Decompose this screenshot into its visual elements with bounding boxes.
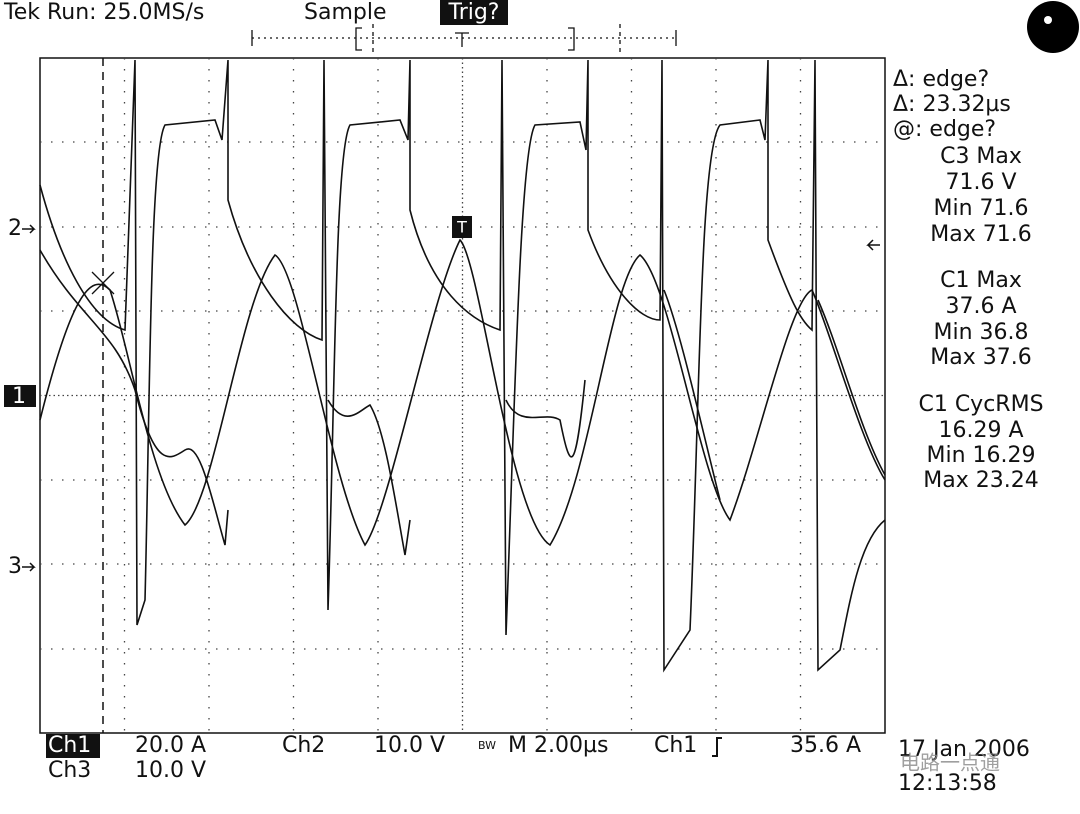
trigger-status: Trig?	[447, 0, 499, 25]
ch3-trace	[39, 249, 886, 556]
readout-line: Max 37.6	[930, 345, 1031, 370]
readout-line: Min 36.8	[933, 320, 1028, 345]
slope-icon	[712, 737, 722, 757]
readout-line: 37.6 A	[945, 294, 1016, 319]
ch2-arrow	[22, 224, 36, 234]
ch3-marker: 3	[8, 554, 22, 579]
ch1-scale: 20.0 A	[135, 733, 206, 758]
readout-line: Δ: 23.32µs	[893, 92, 1011, 117]
ch1-label-box	[46, 734, 100, 758]
ch1-marker: 1	[12, 384, 26, 409]
run-status: Tek Run: 25.0MS/s	[3, 0, 204, 25]
ch1-marker-box	[4, 385, 36, 407]
trigger-marker-box	[452, 216, 472, 238]
readout-line: 71.6 V	[945, 170, 1016, 195]
readout-line: C3 Max	[940, 144, 1022, 169]
ch3-label: Ch3	[48, 758, 91, 783]
readout-line: C1 Max	[940, 268, 1022, 293]
time: 12:13:58	[898, 771, 997, 796]
readout-line: Min 71.6	[933, 196, 1028, 221]
ch2-label: Ch2	[282, 733, 325, 758]
ch2-trace	[39, 238, 886, 547]
level-arrow	[866, 239, 880, 251]
readout-line: Δ: edge?	[893, 67, 989, 92]
ch1-label: Ch1	[48, 733, 91, 758]
trigger-badge	[440, 0, 508, 25]
date: 17 Jan 2006	[898, 737, 1030, 762]
status-icon	[1027, 1, 1079, 53]
ch2-scale: 10.0 V	[374, 733, 445, 758]
readout-line: C1 CycRMS	[918, 392, 1043, 417]
cursor-cross	[91, 271, 115, 295]
trig-level: 35.6 A	[790, 733, 861, 758]
readout-line: @: edge?	[893, 117, 996, 142]
ch1-trace	[39, 59, 886, 673]
timebase: M 2.00µs	[508, 733, 608, 758]
trig-source: Ch1	[654, 733, 697, 758]
graticule	[40, 58, 885, 733]
ch2-marker: 2	[8, 216, 22, 241]
bandwidth-icon: BW	[478, 739, 496, 752]
record-bar	[251, 24, 677, 56]
ch3-arrow	[22, 562, 36, 572]
readout-line: Min 16.29	[926, 443, 1035, 468]
ch3-scale: 10.0 V	[135, 758, 206, 783]
status-icon-dot	[1044, 16, 1052, 24]
readout-line: Max 71.6	[930, 222, 1031, 247]
watermark: 电路一点通	[900, 751, 1000, 775]
trigger-marker: T	[456, 218, 467, 237]
readout-line: Max 23.24	[923, 468, 1038, 493]
acquire-mode: Sample	[304, 0, 387, 25]
readout-line: 16.29 A	[938, 418, 1023, 443]
